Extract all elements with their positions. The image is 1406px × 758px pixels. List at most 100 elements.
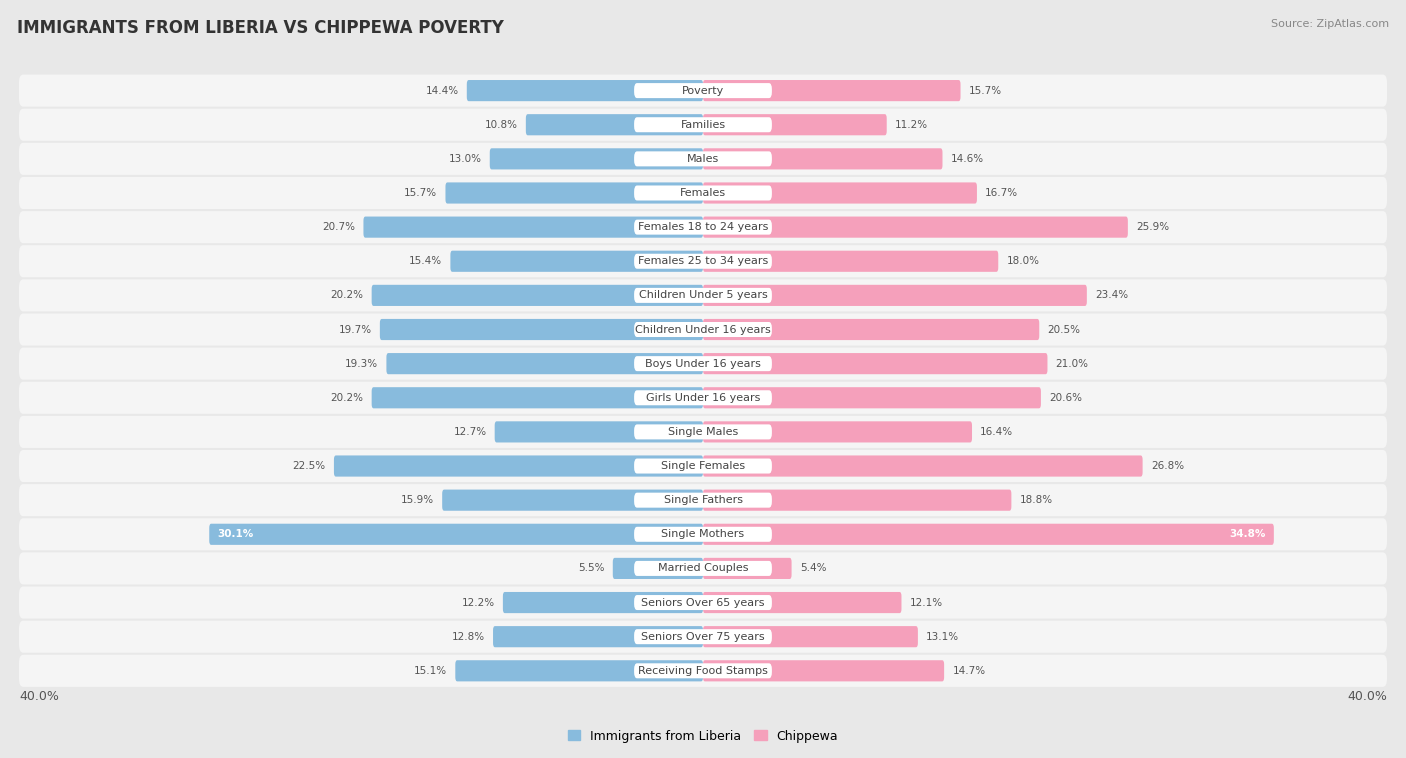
Text: Single Males: Single Males — [668, 427, 738, 437]
Text: Single Mothers: Single Mothers — [661, 529, 745, 539]
FancyBboxPatch shape — [363, 217, 703, 238]
FancyBboxPatch shape — [703, 183, 977, 204]
FancyBboxPatch shape — [18, 382, 1386, 414]
Text: Girls Under 16 years: Girls Under 16 years — [645, 393, 761, 402]
FancyBboxPatch shape — [634, 424, 772, 440]
Text: 14.7%: 14.7% — [952, 666, 986, 676]
FancyBboxPatch shape — [703, 80, 960, 101]
FancyBboxPatch shape — [209, 524, 703, 545]
FancyBboxPatch shape — [371, 387, 703, 409]
FancyBboxPatch shape — [495, 421, 703, 443]
FancyBboxPatch shape — [703, 660, 945, 681]
FancyBboxPatch shape — [18, 587, 1386, 619]
Text: 20.2%: 20.2% — [330, 290, 363, 300]
FancyBboxPatch shape — [634, 186, 772, 201]
Text: 26.8%: 26.8% — [1150, 461, 1184, 471]
FancyBboxPatch shape — [634, 254, 772, 269]
Text: Poverty: Poverty — [682, 86, 724, 96]
Text: 20.5%: 20.5% — [1047, 324, 1080, 334]
FancyBboxPatch shape — [634, 459, 772, 474]
FancyBboxPatch shape — [18, 143, 1386, 175]
FancyBboxPatch shape — [18, 74, 1386, 107]
FancyBboxPatch shape — [703, 558, 792, 579]
Text: 5.5%: 5.5% — [578, 563, 605, 573]
Text: Source: ZipAtlas.com: Source: ZipAtlas.com — [1271, 19, 1389, 29]
FancyBboxPatch shape — [371, 285, 703, 306]
Text: 22.5%: 22.5% — [292, 461, 326, 471]
Text: Married Couples: Married Couples — [658, 563, 748, 573]
FancyBboxPatch shape — [703, 421, 972, 443]
Text: 25.9%: 25.9% — [1136, 222, 1170, 232]
FancyBboxPatch shape — [456, 660, 703, 681]
FancyBboxPatch shape — [703, 524, 1274, 545]
Text: Males: Males — [688, 154, 718, 164]
FancyBboxPatch shape — [18, 280, 1386, 312]
Text: 34.8%: 34.8% — [1229, 529, 1265, 539]
FancyBboxPatch shape — [494, 626, 703, 647]
Text: 15.1%: 15.1% — [413, 666, 447, 676]
FancyBboxPatch shape — [703, 353, 1047, 374]
FancyBboxPatch shape — [634, 288, 772, 303]
FancyBboxPatch shape — [18, 348, 1386, 380]
FancyBboxPatch shape — [703, 285, 1087, 306]
FancyBboxPatch shape — [703, 114, 887, 136]
FancyBboxPatch shape — [18, 416, 1386, 448]
Text: 18.0%: 18.0% — [1007, 256, 1039, 266]
Text: 14.4%: 14.4% — [426, 86, 458, 96]
FancyBboxPatch shape — [634, 117, 772, 132]
FancyBboxPatch shape — [380, 319, 703, 340]
FancyBboxPatch shape — [18, 518, 1386, 550]
FancyBboxPatch shape — [634, 220, 772, 235]
FancyBboxPatch shape — [634, 527, 772, 542]
FancyBboxPatch shape — [703, 319, 1039, 340]
Text: 14.6%: 14.6% — [950, 154, 984, 164]
Text: Children Under 5 years: Children Under 5 years — [638, 290, 768, 300]
FancyBboxPatch shape — [450, 251, 703, 272]
Text: 15.7%: 15.7% — [404, 188, 437, 198]
Text: Single Fathers: Single Fathers — [664, 495, 742, 505]
FancyBboxPatch shape — [613, 558, 703, 579]
FancyBboxPatch shape — [703, 387, 1040, 409]
FancyBboxPatch shape — [703, 217, 1128, 238]
FancyBboxPatch shape — [703, 251, 998, 272]
Text: Single Females: Single Females — [661, 461, 745, 471]
FancyBboxPatch shape — [634, 83, 772, 98]
Text: Females: Females — [681, 188, 725, 198]
Text: Children Under 16 years: Children Under 16 years — [636, 324, 770, 334]
Text: 20.6%: 20.6% — [1049, 393, 1083, 402]
FancyBboxPatch shape — [703, 490, 1011, 511]
Text: 16.4%: 16.4% — [980, 427, 1014, 437]
Text: Seniors Over 65 years: Seniors Over 65 years — [641, 597, 765, 608]
FancyBboxPatch shape — [18, 177, 1386, 209]
Text: 23.4%: 23.4% — [1095, 290, 1128, 300]
FancyBboxPatch shape — [18, 484, 1386, 516]
FancyBboxPatch shape — [703, 149, 942, 170]
Text: 30.1%: 30.1% — [218, 529, 253, 539]
FancyBboxPatch shape — [18, 621, 1386, 653]
FancyBboxPatch shape — [634, 390, 772, 406]
Text: Females 18 to 24 years: Females 18 to 24 years — [638, 222, 768, 232]
Text: 19.3%: 19.3% — [344, 359, 378, 368]
FancyBboxPatch shape — [634, 356, 772, 371]
Text: 20.7%: 20.7% — [322, 222, 356, 232]
FancyBboxPatch shape — [18, 553, 1386, 584]
FancyBboxPatch shape — [18, 450, 1386, 482]
Text: 5.4%: 5.4% — [800, 563, 827, 573]
Text: Females 25 to 34 years: Females 25 to 34 years — [638, 256, 768, 266]
FancyBboxPatch shape — [703, 626, 918, 647]
FancyBboxPatch shape — [703, 456, 1143, 477]
FancyBboxPatch shape — [503, 592, 703, 613]
FancyBboxPatch shape — [18, 211, 1386, 243]
FancyBboxPatch shape — [18, 108, 1386, 141]
Text: 19.7%: 19.7% — [339, 324, 371, 334]
Text: 11.2%: 11.2% — [896, 120, 928, 130]
Text: Seniors Over 75 years: Seniors Over 75 years — [641, 631, 765, 642]
Text: 15.7%: 15.7% — [969, 86, 1002, 96]
Text: 12.8%: 12.8% — [451, 631, 485, 642]
Text: Receiving Food Stamps: Receiving Food Stamps — [638, 666, 768, 676]
Text: 40.0%: 40.0% — [18, 690, 59, 703]
Text: 10.8%: 10.8% — [485, 120, 517, 130]
FancyBboxPatch shape — [703, 592, 901, 613]
FancyBboxPatch shape — [634, 493, 772, 508]
FancyBboxPatch shape — [446, 183, 703, 204]
